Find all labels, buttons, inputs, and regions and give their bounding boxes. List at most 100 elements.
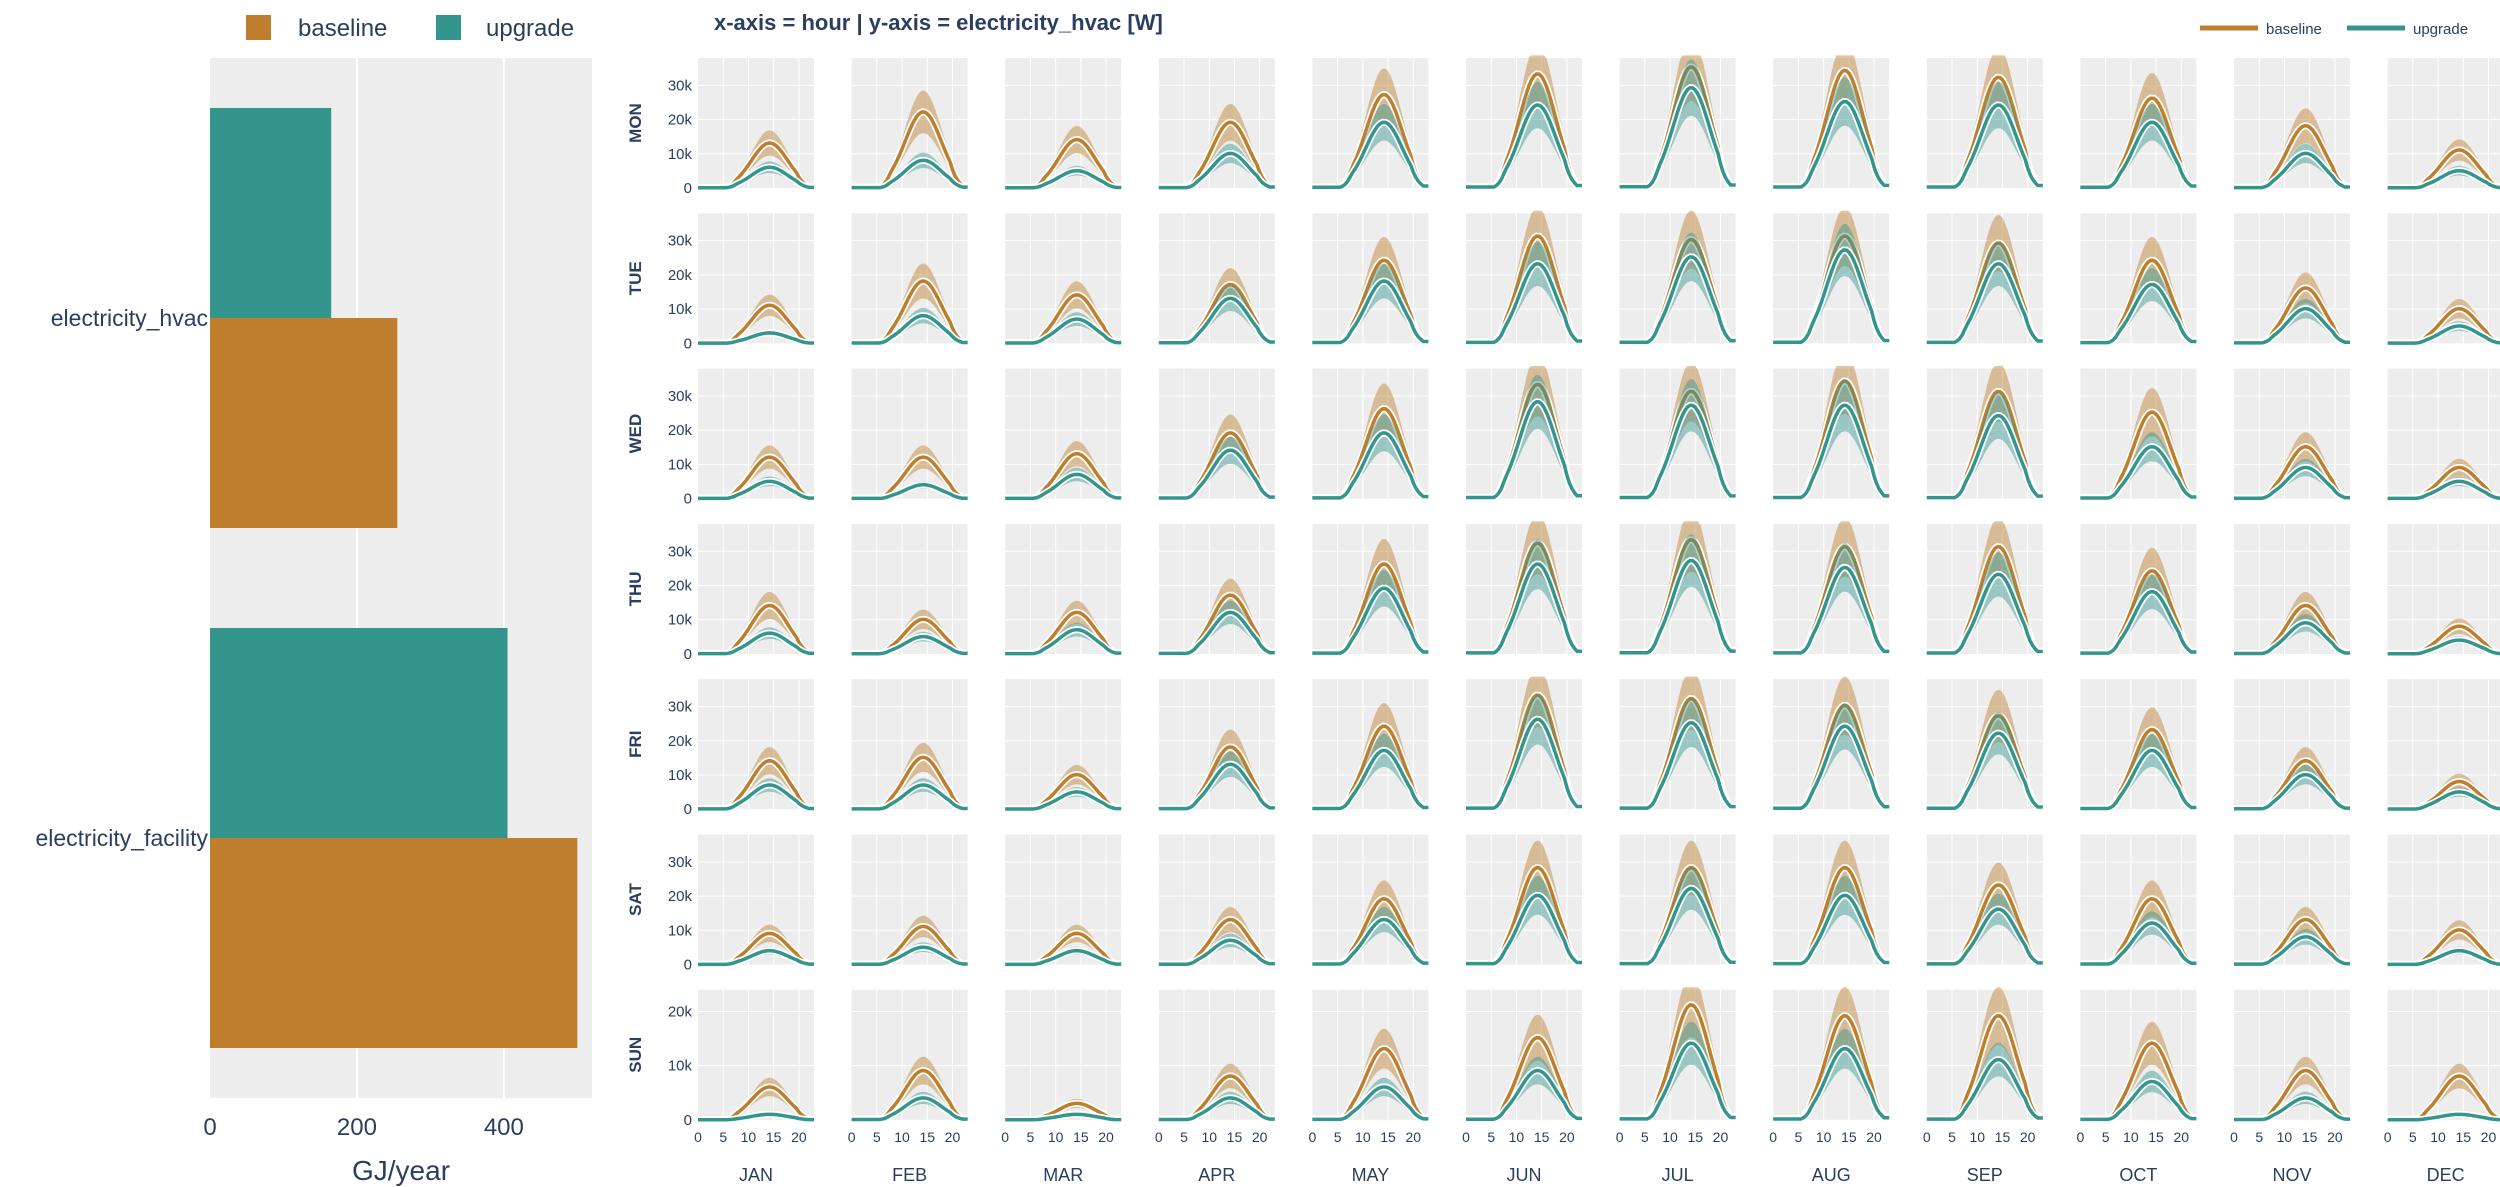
line-upgrade[interactable] bbox=[698, 1112, 814, 1122]
line-upgrade[interactable] bbox=[1312, 748, 1429, 811]
line-upgrade[interactable] bbox=[1773, 565, 1890, 655]
line-upgrade[interactable] bbox=[1926, 103, 2043, 189]
line-upgrade[interactable] bbox=[698, 783, 814, 811]
line-upgrade[interactable] bbox=[2080, 282, 2197, 345]
panel-sun-mar bbox=[1005, 989, 1122, 1124]
line-upgrade[interactable] bbox=[1926, 413, 2043, 500]
line-upgrade[interactable] bbox=[1773, 724, 1890, 810]
bar-baseline-electricity_hvac[interactable] bbox=[210, 318, 398, 528]
line-upgrade[interactable] bbox=[851, 483, 968, 501]
line-upgrade[interactable] bbox=[1158, 610, 1275, 656]
line-upgrade[interactable] bbox=[2387, 638, 2500, 656]
line-upgrade[interactable] bbox=[1619, 558, 1736, 655]
line-upgrade[interactable] bbox=[1619, 255, 1736, 345]
line-upgrade[interactable] bbox=[1158, 448, 1275, 500]
line-upgrade[interactable] bbox=[1312, 1085, 1429, 1122]
line-upgrade[interactable] bbox=[1619, 886, 1736, 966]
legend-item-baseline[interactable]: baseline bbox=[246, 15, 387, 42]
line-upgrade[interactable] bbox=[1619, 1041, 1736, 1121]
panel-wed-mar bbox=[1005, 368, 1122, 502]
line-upgrade[interactable] bbox=[2080, 120, 2197, 189]
line-upgrade[interactable] bbox=[1926, 1057, 2043, 1121]
line-upgrade[interactable] bbox=[851, 634, 968, 656]
line-upgrade[interactable] bbox=[1005, 472, 1122, 501]
line-upgrade[interactable] bbox=[1466, 1068, 1582, 1121]
line-upgrade[interactable] bbox=[2080, 589, 2197, 655]
bar-upgrade-electricity_hvac[interactable] bbox=[210, 108, 332, 318]
line-upgrade[interactable] bbox=[698, 948, 814, 967]
line-upgrade[interactable] bbox=[2080, 748, 2197, 811]
line-upgrade[interactable] bbox=[1158, 1096, 1275, 1122]
line-upgrade[interactable] bbox=[1005, 627, 1122, 656]
line-upgrade[interactable] bbox=[2387, 168, 2500, 190]
line-upgrade[interactable] bbox=[2234, 306, 2350, 345]
line-upgrade[interactable] bbox=[1466, 400, 1582, 500]
line-upgrade[interactable] bbox=[1619, 720, 1736, 810]
legend-item-upgrade[interactable]: upgrade bbox=[436, 15, 574, 42]
grid-legend-item-baseline[interactable]: baseline bbox=[2200, 21, 2322, 38]
line-upgrade[interactable] bbox=[851, 945, 968, 967]
line-upgrade[interactable] bbox=[2387, 479, 2500, 501]
line-upgrade[interactable] bbox=[851, 783, 968, 811]
grid-legend-item-upgrade[interactable]: upgrade bbox=[2347, 21, 2468, 38]
line-upgrade[interactable] bbox=[1005, 948, 1122, 967]
line-upgrade[interactable] bbox=[1619, 403, 1736, 500]
y-tick-label: 20k bbox=[668, 267, 693, 284]
line-upgrade[interactable] bbox=[1005, 790, 1122, 811]
line-upgrade[interactable] bbox=[1773, 1046, 1890, 1121]
line-upgrade[interactable] bbox=[1158, 296, 1275, 345]
line-upgrade[interactable] bbox=[1773, 893, 1890, 966]
bar-category-label: electricity_facility bbox=[35, 825, 208, 851]
line-upgrade[interactable] bbox=[2234, 1096, 2350, 1122]
line-upgrade[interactable] bbox=[851, 313, 968, 345]
line-upgrade[interactable] bbox=[1466, 262, 1582, 345]
line-upgrade[interactable] bbox=[1926, 262, 2043, 345]
line-upgrade[interactable] bbox=[2387, 948, 2500, 967]
line-upgrade[interactable] bbox=[2234, 465, 2350, 500]
line-upgrade[interactable] bbox=[1773, 248, 1890, 344]
line-upgrade[interactable] bbox=[698, 331, 814, 345]
line-upgrade[interactable] bbox=[698, 165, 814, 190]
line-upgrade[interactable] bbox=[1312, 279, 1429, 345]
line-upgrade[interactable] bbox=[1312, 120, 1429, 189]
line-upgrade[interactable] bbox=[1312, 586, 1429, 655]
line-upgrade[interactable] bbox=[1005, 1112, 1122, 1122]
line-upgrade[interactable] bbox=[1773, 99, 1890, 189]
line-upgrade[interactable] bbox=[1312, 431, 1429, 500]
line-upgrade[interactable] bbox=[2234, 935, 2350, 966]
line-upgrade[interactable] bbox=[2387, 790, 2500, 811]
line-upgrade[interactable] bbox=[698, 631, 814, 656]
line-upgrade[interactable] bbox=[1466, 103, 1582, 189]
line-upgrade[interactable] bbox=[1466, 893, 1582, 966]
line-upgrade[interactable] bbox=[1005, 168, 1122, 190]
line-upgrade[interactable] bbox=[1773, 403, 1890, 500]
line-upgrade[interactable] bbox=[2387, 1112, 2500, 1122]
line-upgrade[interactable] bbox=[2080, 1079, 2197, 1122]
line-upgrade[interactable] bbox=[1158, 151, 1275, 190]
line-upgrade[interactable] bbox=[2234, 772, 2350, 811]
line-upgrade[interactable] bbox=[1926, 907, 2043, 966]
line-upgrade[interactable] bbox=[2387, 324, 2500, 345]
bar-upgrade-electricity_facility[interactable] bbox=[210, 628, 508, 838]
line-upgrade[interactable] bbox=[2080, 444, 2197, 500]
line-upgrade[interactable] bbox=[2234, 151, 2350, 190]
line-upgrade[interactable] bbox=[1312, 917, 1429, 966]
line-upgrade[interactable] bbox=[2234, 621, 2350, 656]
line-upgrade[interactable] bbox=[1158, 938, 1275, 966]
bar-baseline-electricity_facility[interactable] bbox=[210, 838, 578, 1048]
line-upgrade[interactable] bbox=[2080, 921, 2197, 966]
line-upgrade[interactable] bbox=[1005, 317, 1122, 345]
line-upgrade[interactable] bbox=[1619, 85, 1736, 189]
y-tick-label: 10k bbox=[668, 301, 693, 318]
y-tick-label: 10k bbox=[668, 612, 693, 629]
line-upgrade[interactable] bbox=[1466, 717, 1582, 810]
line-upgrade[interactable] bbox=[1158, 762, 1275, 811]
line-upgrade[interactable] bbox=[698, 479, 814, 501]
line-upgrade[interactable] bbox=[851, 1096, 968, 1122]
line-upgrade[interactable] bbox=[1926, 572, 2043, 655]
line-upgrade[interactable] bbox=[1466, 562, 1582, 655]
panel-background bbox=[1005, 989, 1122, 1120]
line-upgrade[interactable] bbox=[1926, 731, 2043, 811]
line-upgrade[interactable] bbox=[851, 158, 968, 190]
